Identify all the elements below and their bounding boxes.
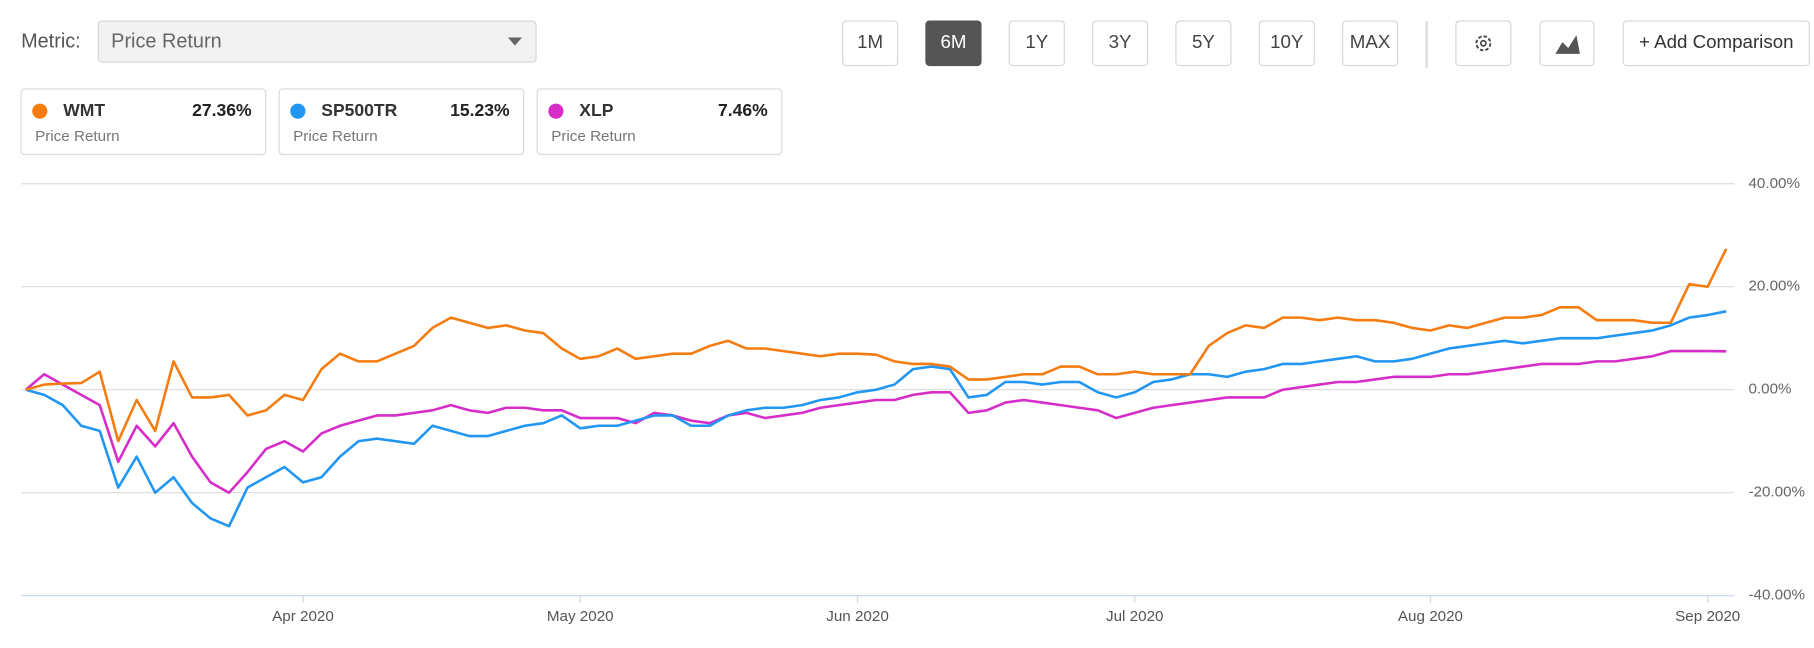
add-comparison-button[interactable]: + Add Comparison bbox=[1622, 20, 1810, 67]
y-tick-label: 40.00% bbox=[1748, 175, 1800, 192]
legend: WMT 27.36% Price Return SP500TR 15.23% Price … bbox=[20, 88, 783, 156]
button-box[interactable] bbox=[1622, 20, 1810, 67]
legend-return: 15.23% bbox=[450, 100, 510, 120]
legend-dot bbox=[32, 103, 48, 119]
dropdown-value[interactable]: Price Return bbox=[111, 30, 221, 52]
button-label[interactable]: MAX bbox=[1350, 31, 1391, 52]
range-button[interactable]: 5Y bbox=[1175, 20, 1232, 67]
series-line bbox=[24, 349, 1727, 494]
legend-name: WMT bbox=[63, 100, 105, 120]
y-tick-label: -40.00% bbox=[1748, 587, 1805, 604]
settings-button[interactable] bbox=[1455, 20, 1512, 67]
range-button[interactable]: 1M bbox=[842, 20, 899, 67]
legend-name: XLP bbox=[579, 100, 613, 120]
range-button[interactable]: 10Y bbox=[1258, 20, 1315, 67]
x-tick-label: Aug 2020 bbox=[1398, 608, 1463, 625]
x-tick-label: May 2020 bbox=[547, 608, 614, 625]
metric-label: Metric: bbox=[21, 30, 81, 52]
button-label[interactable]: 6M bbox=[940, 31, 966, 52]
button-box[interactable] bbox=[1539, 20, 1595, 67]
button-box[interactable] bbox=[1455, 20, 1512, 67]
card-box bbox=[20, 88, 267, 156]
button-label[interactable]: 10Y bbox=[1270, 31, 1304, 52]
button-label[interactable]: 5Y bbox=[1192, 31, 1215, 52]
card-box bbox=[536, 88, 783, 156]
legend-card: XLP 7.46% Price Return bbox=[536, 88, 783, 156]
button-box[interactable] bbox=[925, 20, 982, 67]
y-tick-label: 20.00% bbox=[1748, 278, 1800, 295]
x-tick-label: Apr 2020 bbox=[272, 608, 334, 625]
range-buttons: 1M 6M 1Y 3Y 5Y 10Y MAX bbox=[842, 20, 1399, 67]
legend-return: 27.36% bbox=[192, 100, 252, 120]
button-box[interactable] bbox=[1342, 20, 1399, 67]
x-tick-label: Jun 2020 bbox=[826, 608, 889, 625]
legend-metric: Price Return bbox=[35, 128, 120, 145]
chart-type-button[interactable] bbox=[1539, 20, 1595, 67]
chart: -40.00% -20.00% 0.00% 20.00% 40.00% Apr 2020 M… bbox=[21, 175, 1805, 625]
range-button[interactable]: 1Y bbox=[1008, 20, 1065, 67]
legend-metric: Price Return bbox=[551, 128, 636, 145]
button-box[interactable] bbox=[1175, 20, 1232, 67]
button-label[interactable]: 1M bbox=[857, 31, 883, 52]
legend-card: WMT 27.36% Price Return bbox=[20, 88, 267, 156]
dropdown-arrow[interactable] bbox=[507, 37, 522, 46]
series-line bbox=[25, 248, 1728, 443]
y-tick-label: -20.00% bbox=[1748, 484, 1805, 501]
range-button[interactable]: MAX bbox=[1342, 20, 1399, 67]
series-line bbox=[25, 310, 1727, 528]
card-box bbox=[278, 88, 525, 156]
legend-card: SP500TR 15.23% Price Return bbox=[278, 88, 525, 156]
button-box[interactable] bbox=[1008, 20, 1065, 67]
legend-dot bbox=[290, 103, 306, 119]
x-tick-label: Sep 2020 bbox=[1675, 608, 1740, 625]
range-button[interactable]: 3Y bbox=[1092, 20, 1149, 67]
dropdown-box[interactable] bbox=[97, 20, 537, 63]
button-label[interactable]: 3Y bbox=[1109, 31, 1132, 52]
legend-name: SP500TR bbox=[321, 100, 397, 120]
metric-dropdown[interactable]: Price Return bbox=[97, 20, 537, 63]
x-tick-label: Jul 2020 bbox=[1106, 608, 1163, 625]
legend-dot bbox=[548, 103, 564, 119]
range-button[interactable]: 6M bbox=[925, 20, 982, 67]
legend-return: 7.46% bbox=[718, 100, 768, 120]
gear-icon[interactable] bbox=[1475, 35, 1492, 52]
y-tick-label: 0.00% bbox=[1748, 381, 1791, 398]
button-label[interactable]: 1Y bbox=[1025, 31, 1048, 52]
gear-hub[interactable] bbox=[1479, 39, 1487, 47]
button-box[interactable] bbox=[842, 20, 899, 67]
legend-metric: Price Return bbox=[293, 128, 378, 145]
button-box[interactable] bbox=[1258, 20, 1315, 67]
area-icon[interactable] bbox=[1555, 35, 1580, 54]
button-box[interactable] bbox=[1092, 20, 1149, 67]
add-comparison-label[interactable]: + Add Comparison bbox=[1639, 31, 1794, 52]
